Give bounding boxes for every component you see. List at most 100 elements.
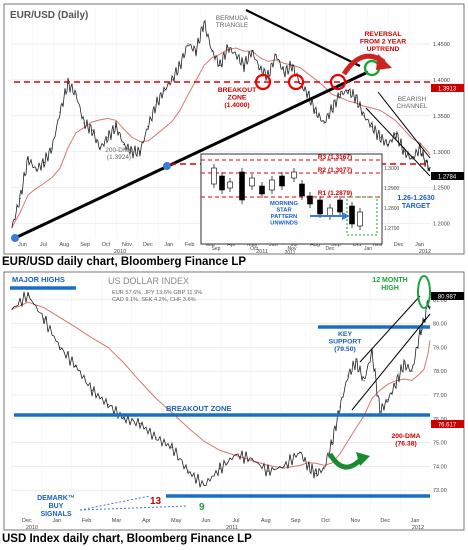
x-tick-label: May (247, 242, 258, 248)
y-tick-label: 81.00 (433, 298, 447, 304)
price-point (235, 54, 237, 56)
x-tick-label: Dec (22, 518, 32, 524)
price-point (59, 346, 61, 348)
eurusd-price-line (11, 19, 431, 228)
price-point (395, 382, 397, 384)
price-point (43, 161, 45, 164)
price-point (211, 50, 213, 52)
eurusd-reversal-arrow-head (376, 54, 392, 70)
price-point (11, 226, 13, 228)
inset-candle (337, 199, 343, 213)
x-tick-label: Jan (415, 242, 424, 248)
inset-r3-label: R3 (1.3167) (318, 154, 352, 161)
inset-y-tick: 1.2700 (384, 226, 400, 232)
inset-candle (317, 199, 323, 215)
price-point (363, 115, 365, 117)
price-point (411, 370, 413, 372)
price-point (203, 484, 205, 487)
x-tick-label: May (171, 518, 182, 524)
inset-x-tick: Sep (212, 246, 221, 252)
eurusd-breakout-marker-3 (329, 73, 347, 91)
usd-index-title: US DOLLAR INDEX (108, 276, 189, 286)
y-tick-label: 79.00 (433, 345, 447, 351)
price-point (299, 451, 301, 453)
y-tick-label: 78.00 (433, 369, 447, 375)
key-support-label: KEY SUPPORT (79.50) (329, 331, 363, 353)
price-point (235, 453, 237, 456)
inset-candle (249, 177, 255, 187)
x-tick-label: Oct (353, 242, 362, 248)
inset-candle (211, 167, 217, 185)
price-point (283, 465, 285, 467)
price-point (139, 151, 141, 153)
eurusd-breakout-marker-2 (287, 73, 305, 91)
eurusd-caption: EUR/USD daily chart, Bloomberg Finance L… (2, 256, 247, 268)
price-point (171, 446, 173, 448)
y-tick-label: 74.00 (433, 464, 447, 470)
breakout-zone-label: BREAKOUT ZONE (166, 404, 231, 413)
x-tick-label: Jan (164, 242, 173, 248)
price-point (123, 143, 125, 146)
price-point (423, 158, 425, 160)
price-point (91, 389, 93, 391)
year-label: 2011 (226, 525, 238, 531)
reversal-label: REVERSAL FROM 2 YEAR UPTREND (360, 31, 406, 53)
inset-x-tick: Oct (250, 246, 258, 252)
price-point (251, 458, 253, 460)
inset-candle (227, 181, 233, 189)
x-tick-label: Aug (59, 242, 69, 248)
price-point (315, 111, 317, 113)
y-tick-label: 1.3500 (433, 114, 450, 120)
y-tick-label: 80.00 (433, 322, 447, 328)
inset-y-tick: 1.2900 (384, 186, 400, 192)
year-label: 2012 (412, 525, 424, 531)
twelve-month-high-marker (417, 275, 431, 309)
price-point (147, 125, 149, 128)
y-tick-label: 1.2500 (433, 186, 450, 192)
price-point (315, 472, 317, 475)
price-point (131, 151, 133, 153)
x-tick-label: Jun (18, 242, 27, 248)
bearish-channel-label: BEARISH CHANNEL (396, 96, 427, 110)
price-point (251, 50, 253, 52)
price-point (91, 129, 93, 131)
y-tick-label: 1.4000 (433, 78, 450, 84)
price-point (67, 82, 69, 85)
x-tick-label: Apr (227, 242, 236, 248)
eurusd-triangle-upper-line (245, 9, 361, 67)
price-point (283, 72, 285, 74)
x-tick-label: Jul (40, 242, 47, 248)
x-tick-label: Nov (122, 242, 132, 248)
price-point (379, 136, 381, 138)
eurusd-channel-lower (365, 107, 431, 177)
year-label: 2010 (26, 525, 38, 531)
price-point (355, 361, 357, 363)
price-point (155, 104, 157, 106)
inset-x-tick: Dec (326, 246, 335, 252)
x-tick-label: Aug (310, 242, 320, 248)
price-point (203, 21, 205, 23)
price-point (27, 158, 29, 160)
price-point (395, 133, 397, 135)
x-tick-label: Dec (394, 242, 404, 248)
inset-x-tick: Nov (288, 246, 297, 252)
eurusd-trend-anchor-2 (163, 162, 171, 170)
eurusd-panel: 1.2000 1.2500 1.3000 1.3500 1.4000 1.4500 Jun J… (0, 0, 468, 272)
price-point (275, 54, 277, 56)
x-tick-label: Sep (291, 518, 301, 524)
price-point (59, 111, 61, 113)
price-point (323, 468, 325, 470)
y-tick-label: 1.3000 (433, 150, 450, 156)
inset-year-label: 2011 (285, 250, 296, 256)
major-highs-label: MAJOR HIGHS (12, 275, 65, 284)
inset-candle (291, 171, 297, 179)
twelve-month-high-label: 12 MONTH HIGH (372, 277, 407, 292)
price-point (83, 122, 85, 124)
price-point (299, 82, 301, 85)
inset-x-tick: Jan (364, 246, 372, 252)
bermuda-label: BERMUDA TRIANGLE (216, 15, 249, 29)
price-point (227, 46, 229, 49)
usd-index-chart: 81.00 80.00 79.00 78.00 77.00 76.00 75.00 74.00… (3, 271, 465, 531)
y-tick-label: 73.00 (433, 488, 447, 494)
x-tick-label: Sep (80, 242, 90, 248)
